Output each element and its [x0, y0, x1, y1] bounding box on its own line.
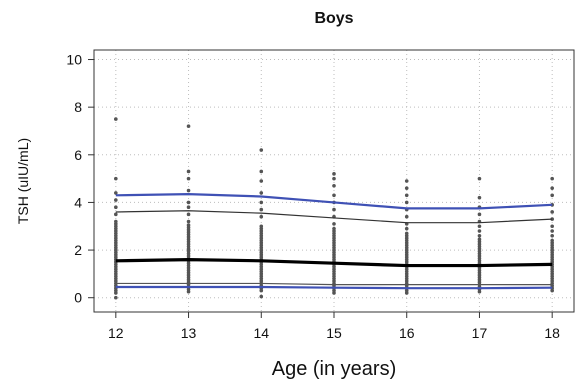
x-axis-label: Age (in years): [272, 358, 397, 380]
scatter-point: [259, 214, 264, 219]
y-tick-label: 10: [66, 52, 82, 68]
scatter-point: [550, 229, 554, 233]
scatter-point: [404, 226, 409, 231]
scatter-point: [186, 200, 191, 205]
series-line: [115, 285, 553, 290]
scatter-point: [114, 212, 118, 217]
y-tick-label: 4: [74, 194, 82, 210]
scatter-point: [332, 193, 336, 198]
y-axis-label: TSH (uIU/mL): [15, 138, 31, 224]
y-tick-label: 0: [74, 290, 82, 306]
scatter-point: [332, 183, 336, 188]
scatter-point: [259, 207, 264, 212]
scatter-point: [332, 172, 336, 176]
series-line: [115, 282, 553, 286]
scatter-point: [332, 176, 336, 181]
scatter-point: [477, 176, 482, 181]
scatter-point: [404, 193, 409, 198]
scatter-points: [114, 117, 554, 300]
scatter-point: [186, 205, 191, 209]
series-lines: [115, 193, 553, 290]
scatter-point: [186, 124, 191, 129]
scatter-point: [114, 191, 118, 195]
x-tick-label: 17: [472, 325, 488, 341]
scatter-point: [259, 179, 264, 183]
scatter-point: [259, 224, 264, 229]
scatter-point: [332, 226, 336, 231]
scatter-point: [259, 169, 264, 174]
scatter-point: [259, 191, 264, 195]
scatter-point: [477, 195, 482, 200]
x-tick-label: 18: [544, 325, 560, 341]
scatter-point: [186, 176, 191, 181]
scatter-point: [114, 219, 118, 224]
y-tick-label: 2: [74, 242, 82, 258]
scatter-point: [550, 233, 554, 238]
series-line: [115, 210, 553, 224]
scatter-point: [477, 212, 482, 217]
scatter-point: [114, 117, 118, 121]
scatter-point: [259, 148, 264, 152]
scatter-point: [477, 229, 482, 233]
scatter-point: [404, 200, 409, 205]
y-tick-label: 6: [74, 147, 82, 163]
y-axis: 0 2 4 6 8 10: [66, 52, 94, 306]
scatter-point: [477, 233, 482, 238]
scatter-point: [477, 224, 482, 229]
x-tick-label: 15: [326, 325, 342, 341]
scatter-point: [550, 176, 554, 181]
scatter-point: [332, 207, 336, 212]
scatter-point: [114, 176, 118, 181]
series-line: [115, 193, 553, 210]
scatter-point: [259, 294, 264, 299]
scatter-point: [332, 222, 336, 226]
y-tick-label: 8: [74, 99, 82, 115]
scatter-point: [114, 295, 118, 300]
x-tick-label: 13: [181, 325, 197, 341]
scatter-point: [186, 219, 191, 224]
scatter-point: [550, 224, 554, 229]
scatter-point: [186, 223, 191, 227]
scatter-point: [477, 237, 482, 242]
chart-title: Boys: [314, 10, 353, 27]
scatter-point: [404, 231, 409, 236]
scatter-point: [550, 210, 554, 214]
scatter-point: [404, 179, 409, 183]
x-tick-label: 16: [399, 325, 415, 341]
scatter-point: [114, 198, 118, 202]
x-tick-label: 12: [108, 325, 124, 341]
scatter-point: [404, 214, 409, 219]
scatter-point: [550, 193, 554, 198]
scatter-point: [550, 186, 554, 190]
scatter-point: [186, 169, 191, 174]
x-axis: 12 13 14 15 16 17 18: [108, 312, 560, 341]
scatter-point: [404, 186, 409, 190]
x-tick-label: 14: [253, 325, 269, 341]
scatter-point: [114, 205, 118, 209]
series-line: [115, 258, 553, 268]
scatter-point: [186, 188, 191, 193]
scatter-point: [550, 238, 554, 243]
scatter-point: [259, 200, 264, 205]
scatter-point: [186, 212, 191, 217]
